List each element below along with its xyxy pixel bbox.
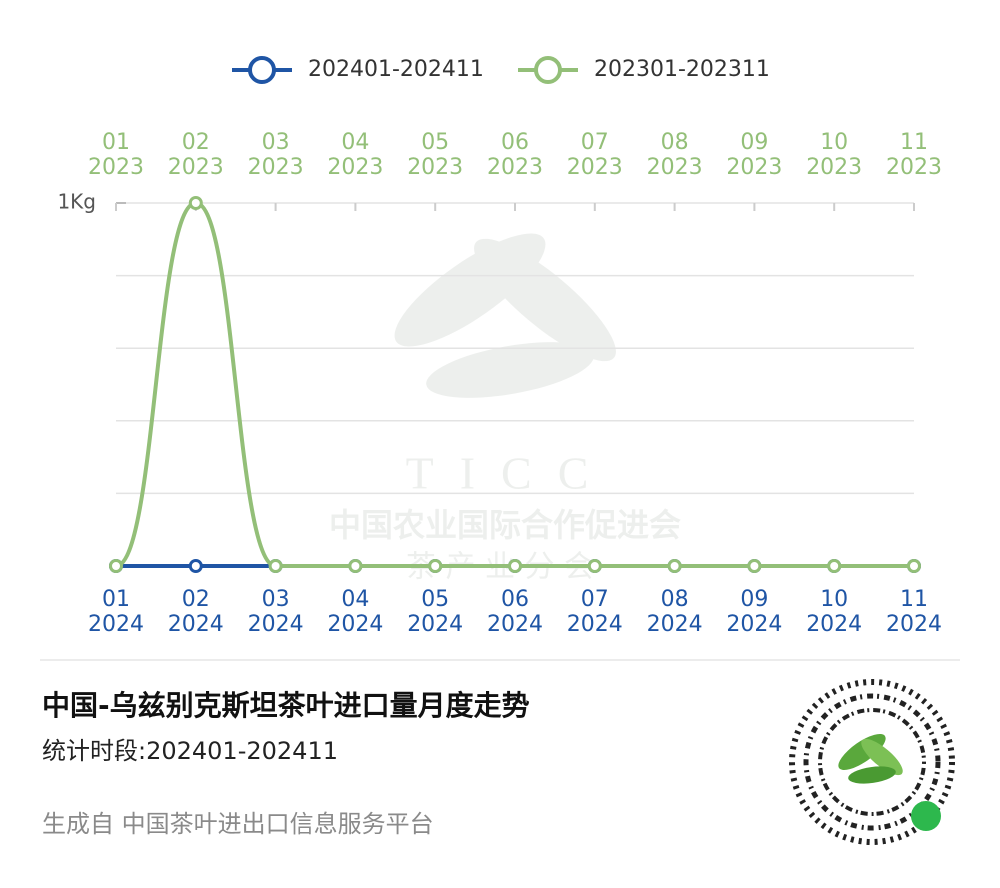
chart-title: 中国-乌兹别克斯坦茶叶进口量月度走势 <box>42 689 530 722</box>
point <box>348 559 363 573</box>
legend-label: 202401-202411 <box>308 57 484 82</box>
x-top-month: 07 <box>581 130 609 155</box>
point <box>109 559 123 573</box>
x-bottom-year: 2024 <box>88 612 144 637</box>
x-bottom-month: 04 <box>341 587 369 612</box>
x-bottom-month: 01 <box>102 587 130 612</box>
watermark-org: 中国农业国际合作促进会 <box>329 506 681 544</box>
x-bottom-year: 2024 <box>726 612 782 637</box>
x-bottom-year: 2024 <box>886 612 942 637</box>
x-bottom-year: 2024 <box>806 612 862 637</box>
x-bottom-month: 03 <box>262 587 290 612</box>
x-top-year: 2023 <box>567 155 623 180</box>
point <box>907 559 921 573</box>
x-top-month: 08 <box>661 130 689 155</box>
qr-code <box>789 679 955 845</box>
point <box>587 559 602 573</box>
point <box>188 559 203 573</box>
x-top-month: 05 <box>421 130 449 155</box>
x-top-month: 06 <box>501 130 529 155</box>
x-top-year: 2023 <box>248 155 304 180</box>
x-bottom-year: 2024 <box>567 612 623 637</box>
point <box>268 559 283 573</box>
x-top-month: 02 <box>182 130 210 155</box>
x-top-month: 04 <box>341 130 369 155</box>
x-bottom-year: 2024 <box>327 612 383 637</box>
x-bottom-month: 10 <box>820 587 848 612</box>
x-top-month: 09 <box>740 130 768 155</box>
y-tick-label: 1Kg <box>57 190 96 214</box>
x-top-year: 2023 <box>487 155 543 180</box>
x-bottom-year: 2024 <box>168 612 224 637</box>
x-bottom-month: 07 <box>581 587 609 612</box>
x-bottom-month: 08 <box>661 587 689 612</box>
point <box>188 196 203 210</box>
x-top-year: 2023 <box>647 155 703 180</box>
x-bottom-year: 2024 <box>248 612 304 637</box>
x-bottom-month: 11 <box>900 587 928 612</box>
x-top-year: 2023 <box>407 155 463 180</box>
x-bottom-month: 09 <box>740 587 768 612</box>
legend-label: 202301-202311 <box>594 57 770 82</box>
x-top-month: 10 <box>820 130 848 155</box>
x-bottom-year: 2024 <box>647 612 703 637</box>
x-top-year: 2023 <box>726 155 782 180</box>
footer: 生成自 中国茶叶进出口信息服务平台 <box>42 810 434 838</box>
x-top-month: 03 <box>262 130 290 155</box>
x-bottom-month: 02 <box>182 587 210 612</box>
point <box>667 559 682 573</box>
legend-marker <box>248 56 276 84</box>
x-bottom-month: 05 <box>421 587 449 612</box>
watermark-logo: TICC <box>406 448 615 499</box>
point <box>428 559 443 573</box>
x-bottom-year: 2024 <box>407 612 463 637</box>
x-top-year: 2023 <box>806 155 862 180</box>
x-top-year: 2023 <box>168 155 224 180</box>
x-top-year: 2023 <box>327 155 383 180</box>
point <box>747 559 762 573</box>
plot-area: 1Kg0120230120240220230220240320230320240… <box>57 56 942 637</box>
x-top-year: 2023 <box>88 155 144 180</box>
x-bottom-year: 2024 <box>487 612 543 637</box>
subtitle: 统计时段:202401-202411 <box>42 737 338 765</box>
x-top-month: 11 <box>900 130 928 155</box>
x-top-month: 01 <box>102 130 130 155</box>
watermark-logo-shape <box>394 233 616 398</box>
x-top-year: 2023 <box>886 155 942 180</box>
point <box>508 559 522 573</box>
watermark: TICC 中国农业国际合作促进会 茶 产 业 分 会 <box>329 233 681 585</box>
x-bottom-month: 06 <box>501 587 529 612</box>
legend-marker <box>534 56 562 84</box>
point <box>827 559 842 573</box>
